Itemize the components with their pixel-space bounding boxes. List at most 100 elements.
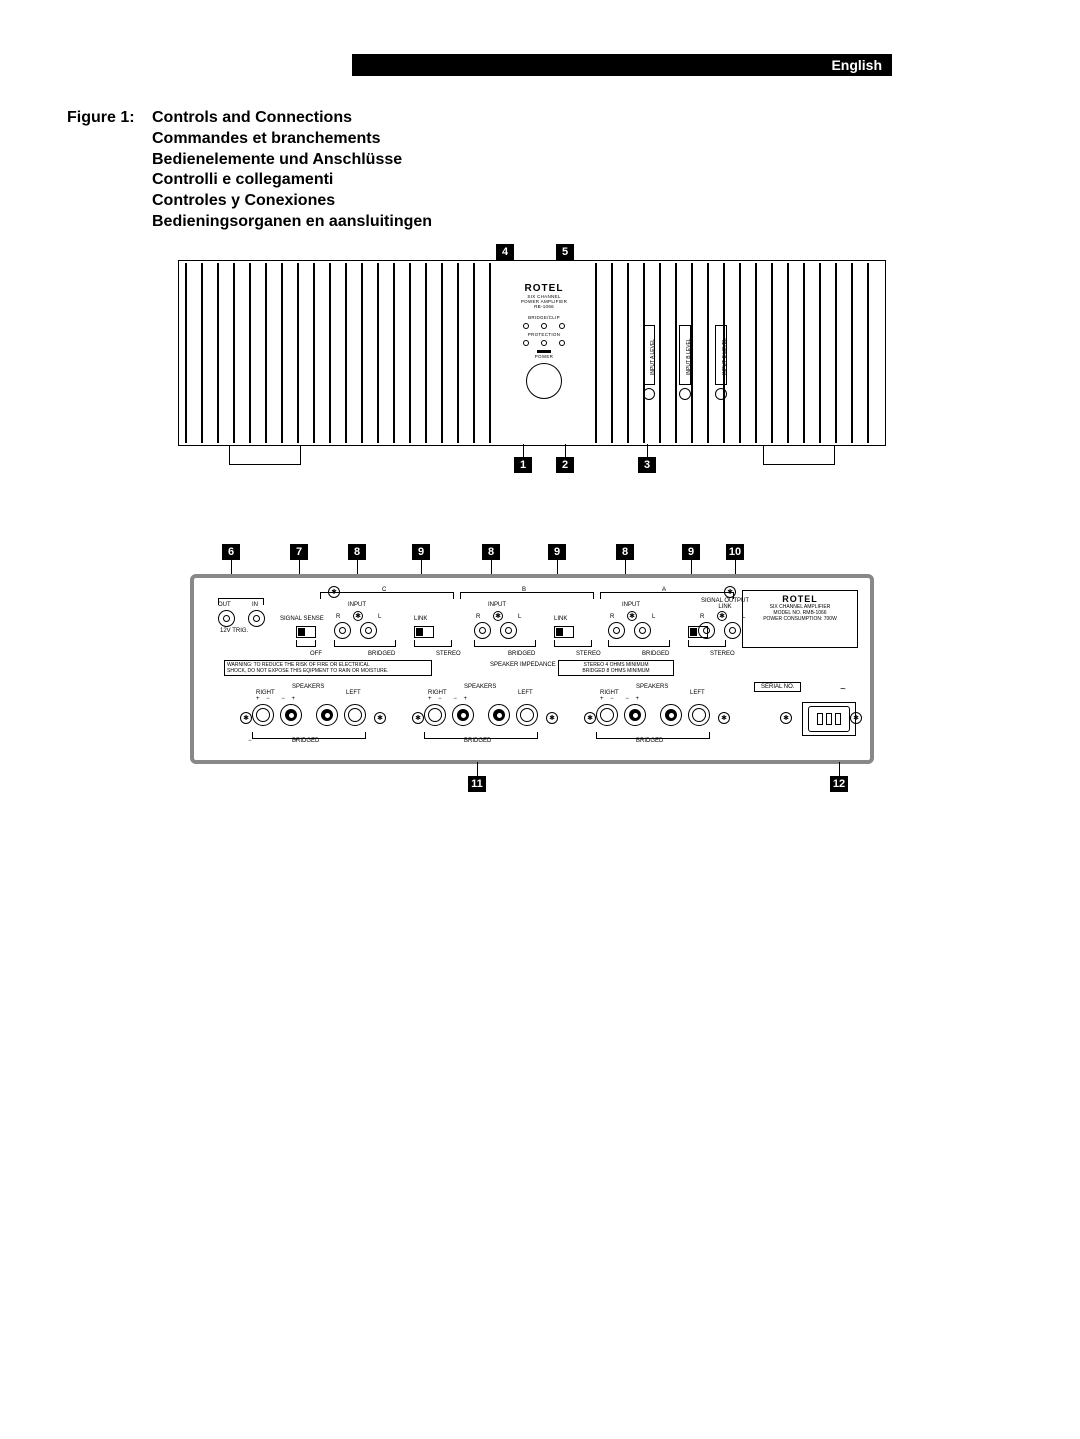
binding-post[interactable] (344, 704, 366, 726)
binding-post[interactable] (516, 704, 538, 726)
bridged-label: BRIDGED (464, 738, 491, 744)
binding-post[interactable] (452, 704, 474, 726)
speakers-label: SPEAKERS (464, 684, 496, 690)
callout-8: 8 (482, 544, 500, 560)
rear-chassis: C B A OUT IN 12V TRIG. SIGNAL SENSE OFF … (190, 574, 874, 764)
input-c-l[interactable] (360, 622, 377, 639)
group-letter-b: B (522, 587, 526, 593)
input-a-l[interactable] (634, 622, 651, 639)
l-label: L (518, 614, 521, 620)
input-a-r[interactable] (608, 622, 625, 639)
bracket (320, 592, 454, 599)
protection-label: PROTECTION (504, 332, 584, 337)
gnd-icon (717, 611, 727, 621)
callout-line (477, 762, 478, 776)
screw-icon (584, 712, 596, 724)
level-label: INPUT C LEVEL (722, 338, 728, 375)
callout-4: 4 (496, 244, 514, 260)
callout-9: 9 (412, 544, 430, 560)
stereo-label: STEREO (436, 651, 461, 657)
ac-symbol: ~ (840, 684, 846, 695)
rear-inner: C B A OUT IN 12V TRIG. SIGNAL SENSE OFF … (200, 584, 864, 754)
level-control-b[interactable]: INPUT B LEVEL (679, 325, 691, 385)
binding-post[interactable] (688, 704, 710, 726)
gnd-icon (627, 611, 637, 621)
level-knob[interactable] (715, 388, 727, 400)
bridge-clip-label: BRIDGE/CLIP (504, 315, 584, 320)
bracket (554, 640, 592, 647)
model-line: RB-1066 (504, 304, 584, 309)
signal-out-r[interactable] (698, 622, 715, 639)
r-label: R (700, 614, 704, 620)
bridged-label: BRIDGED (292, 738, 319, 744)
level-knob[interactable] (679, 388, 691, 400)
input-b-r[interactable] (474, 622, 491, 639)
level-control-a[interactable]: INPUT A LEVEL (643, 325, 655, 385)
serial-box: SERIAL NO. (754, 682, 801, 692)
input-label: INPUT (622, 602, 640, 608)
speakers-label: SPEAKERS (292, 684, 324, 690)
level-label: INPUT B LEVEL (686, 338, 692, 375)
binding-post[interactable] (488, 704, 510, 726)
front-chassis: /*fins handled below with JS-free static… (178, 260, 886, 446)
l-label: L (652, 614, 655, 620)
impedance-box: STEREO 4 OHMS MINIMUM BRIDGED 8 OHMS MIN… (558, 660, 674, 676)
screw-icon (240, 712, 252, 724)
screw-icon (412, 712, 424, 724)
input-label: INPUT (348, 602, 366, 608)
signal-sense-switch[interactable] (296, 626, 316, 638)
binding-post[interactable] (280, 704, 302, 726)
callout-1: 1 (514, 457, 532, 473)
bracket (414, 640, 452, 647)
callout-7: 7 (290, 544, 308, 560)
screw-icon (780, 712, 792, 724)
level-knob[interactable] (643, 388, 655, 400)
trigger-in-jack[interactable] (248, 610, 265, 627)
link-switch-c[interactable] (414, 626, 434, 638)
callout-8: 8 (616, 544, 634, 560)
stereo-label: STEREO (710, 651, 735, 657)
binding-post[interactable] (252, 704, 274, 726)
callout-12: 12 (830, 776, 848, 792)
power-button[interactable] (526, 363, 562, 399)
trigger-out-jack[interactable] (218, 610, 235, 627)
callout-line (647, 444, 648, 457)
binding-post[interactable] (660, 704, 682, 726)
led-row (504, 340, 584, 346)
binding-post[interactable] (596, 704, 618, 726)
bracket (688, 640, 726, 647)
binding-post[interactable] (316, 704, 338, 726)
led-row (504, 323, 584, 329)
trig-in-label: IN (252, 602, 258, 608)
link-switch-b[interactable] (554, 626, 574, 638)
screw-icon (374, 712, 386, 724)
signal-out-l[interactable] (724, 622, 741, 639)
input-b-l[interactable] (500, 622, 517, 639)
front-panel-figure: 4 5 /*fins handled below with JS-free st… (178, 244, 884, 476)
binding-post[interactable] (424, 704, 446, 726)
power-label: POWER (504, 354, 584, 359)
figure-title-line: Controlli e collegamenti (152, 170, 432, 191)
input-c-r[interactable] (334, 622, 351, 639)
iec-inlet[interactable] (808, 706, 850, 732)
figure-title-line: Commandes et branchements (152, 129, 432, 150)
figure-label: Figure 1: (67, 108, 152, 129)
left-label: LEFT (518, 690, 533, 696)
header-bar: English (352, 54, 892, 76)
left-label: LEFT (690, 690, 705, 696)
info-brand: ROTEL (746, 594, 854, 604)
r-label: R (610, 614, 614, 620)
figure-title-line: Bedieningsorganen en aansluitingen (152, 212, 432, 233)
link-label: LINK (554, 616, 567, 622)
callout-8: 8 (348, 544, 366, 560)
r-label: R (476, 614, 480, 620)
rear-panel-figure: 6 7 8 9 8 9 8 9 10 (190, 544, 874, 794)
bracket (296, 640, 316, 647)
bridged-label: BRIDGED (508, 651, 535, 657)
binding-post[interactable] (624, 704, 646, 726)
callout-6: 6 (222, 544, 240, 560)
screw-icon (546, 712, 558, 724)
callout-9: 9 (682, 544, 700, 560)
bracket (608, 640, 670, 647)
level-control-c[interactable]: INPUT C LEVEL (715, 325, 727, 385)
